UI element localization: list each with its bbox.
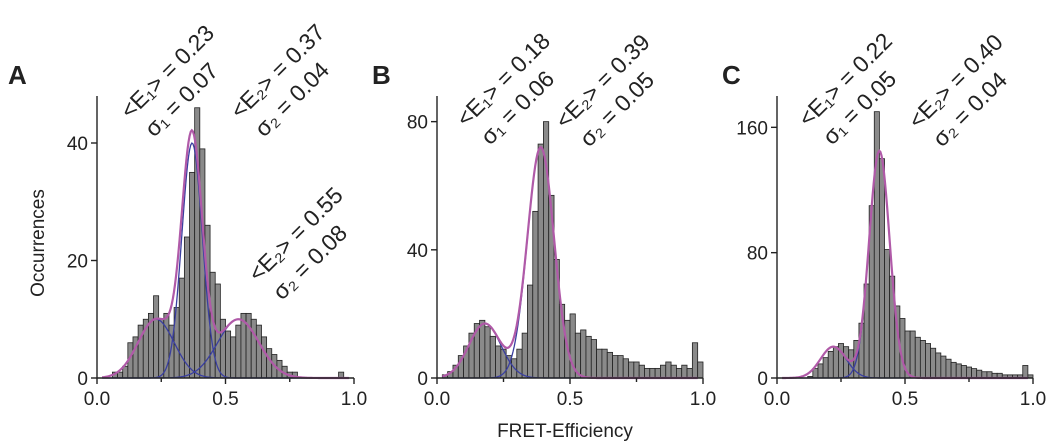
histogram-bar [255, 324, 262, 379]
histogram-bar [521, 332, 528, 379]
y-tick-label: 0 [757, 369, 768, 390]
histogram-bar [628, 361, 635, 379]
histogram-bar [585, 335, 592, 379]
histogram-bar [930, 347, 937, 379]
histogram-bar [955, 363, 962, 379]
histogram-bar [606, 351, 613, 379]
histogram-bar [250, 318, 257, 379]
histogram-bar [495, 345, 502, 379]
histogram-bar [596, 348, 603, 379]
histogram-bar [189, 171, 196, 379]
y-tick-label: 0 [77, 369, 88, 390]
panel-letter: B [372, 60, 391, 90]
histogram-bar [686, 367, 693, 379]
histogram-bar [884, 249, 891, 379]
histogram-bar [919, 339, 926, 379]
histogram-bar [178, 277, 185, 379]
histogram-bar [1022, 365, 1029, 379]
histogram-bar [158, 318, 165, 379]
histogram-bar [633, 361, 640, 379]
histogram-bar [676, 367, 683, 379]
y-tick-label: 80 [407, 113, 428, 134]
histogram-bar [960, 365, 967, 379]
histogram-bar [601, 348, 608, 379]
x-axis-label: FRET-Efficiency [497, 421, 633, 442]
histogram-bar [489, 335, 496, 379]
y-axis-label: Occurrences [28, 189, 49, 297]
panel-letter: C [722, 60, 741, 90]
histogram-bar [617, 355, 624, 379]
histogram-bar [580, 329, 587, 379]
histogram-bar [665, 361, 672, 379]
y-tick-label: 80 [747, 244, 768, 265]
histogram-bar [670, 364, 677, 379]
histogram-bar [153, 295, 160, 379]
histogram-bar [822, 357, 829, 379]
x-tick-label: 1.0 [1020, 389, 1046, 410]
histogram-bar [537, 143, 544, 379]
y-tick-label: 40 [67, 134, 88, 155]
y-tick-label: 0 [417, 369, 428, 390]
x-tick-label: 0.5 [892, 389, 918, 410]
histogram-bar [827, 350, 834, 379]
histogram-bar [590, 339, 598, 379]
histogram-bar [532, 210, 539, 379]
histogram-bar [935, 352, 942, 379]
x-tick-label: 0.0 [424, 389, 450, 410]
histogram-bar [527, 284, 534, 379]
histogram-bar [817, 363, 824, 379]
histogram-bar [879, 158, 885, 379]
histogram-bar [925, 343, 931, 379]
x-tick-label: 0.5 [557, 389, 583, 410]
histogram-bar [649, 367, 656, 379]
histogram-bar [622, 358, 629, 379]
histogram-bar [832, 346, 839, 379]
histogram-bar [183, 236, 190, 379]
y-tick-label: 40 [407, 241, 428, 262]
histogram-bar [940, 355, 947, 379]
histogram-bar [479, 319, 486, 379]
x-tick-label: 0.0 [764, 389, 790, 410]
x-tick-label: 0.5 [212, 389, 238, 410]
histogram-bar [697, 361, 704, 379]
histogram-bar [654, 367, 661, 379]
histogram-bar [235, 324, 242, 379]
histogram-bar [971, 368, 978, 379]
histogram-bar [914, 336, 921, 379]
histogram-bar [691, 342, 699, 379]
x-tick-label: 1.0 [341, 389, 367, 410]
x-tick-label: 1.0 [690, 389, 716, 410]
histogram-bar [909, 330, 916, 379]
histogram-bar [950, 361, 957, 379]
histogram-bar [230, 336, 237, 379]
histogram-bar [225, 330, 232, 379]
histogram-bar [976, 369, 983, 379]
histogram-bar [612, 355, 619, 379]
histogram-bar [644, 367, 651, 379]
y-tick-label: 160 [736, 118, 768, 139]
y-tick-label: 20 [67, 252, 88, 273]
histogram-bar [638, 364, 645, 379]
histogram-bar [266, 348, 273, 379]
histogram-bar [945, 358, 952, 379]
histogram-bar [660, 364, 667, 379]
histogram-bar [966, 366, 972, 379]
histogram-bar [261, 336, 268, 379]
x-tick-label: 0.0 [84, 389, 110, 410]
histogram-bar [681, 364, 688, 379]
panel-letter: A [8, 60, 27, 90]
histogram-bar [484, 326, 491, 379]
histogram-bar [117, 371, 124, 379]
